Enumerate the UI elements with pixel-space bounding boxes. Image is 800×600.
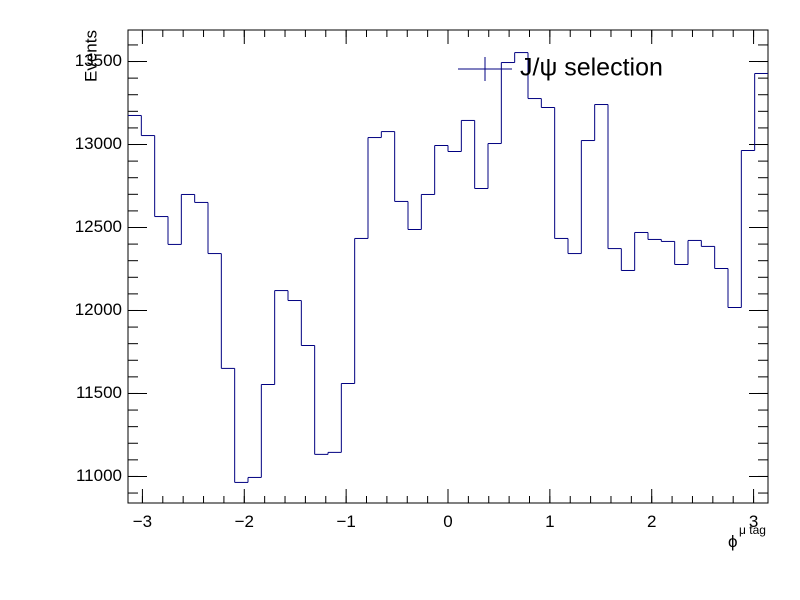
y-tick-label: 13500 — [75, 51, 122, 70]
x-tick-label: 2 — [647, 512, 656, 531]
x-tick-label: 1 — [545, 512, 554, 531]
x-tick-label: −2 — [235, 512, 254, 531]
x-tick-label: 3 — [749, 512, 758, 531]
y-tick-label: 13000 — [75, 134, 122, 153]
y-tick-label: 12500 — [75, 217, 122, 236]
y-tick-label: 12000 — [75, 300, 122, 319]
x-axis-title: ϕ — [728, 532, 738, 551]
x-tick-label: 0 — [443, 512, 452, 531]
x-tick-label: −1 — [336, 512, 355, 531]
legend-label: J/ψ selection — [520, 54, 663, 82]
y-tick-label: 11500 — [76, 383, 122, 402]
y-axis-title: Events — [81, 30, 100, 82]
y-tick-label: 11000 — [76, 466, 122, 485]
x-tick-label: −3 — [133, 512, 152, 531]
x-axis-title-superscript: μ tag — [739, 523, 766, 537]
